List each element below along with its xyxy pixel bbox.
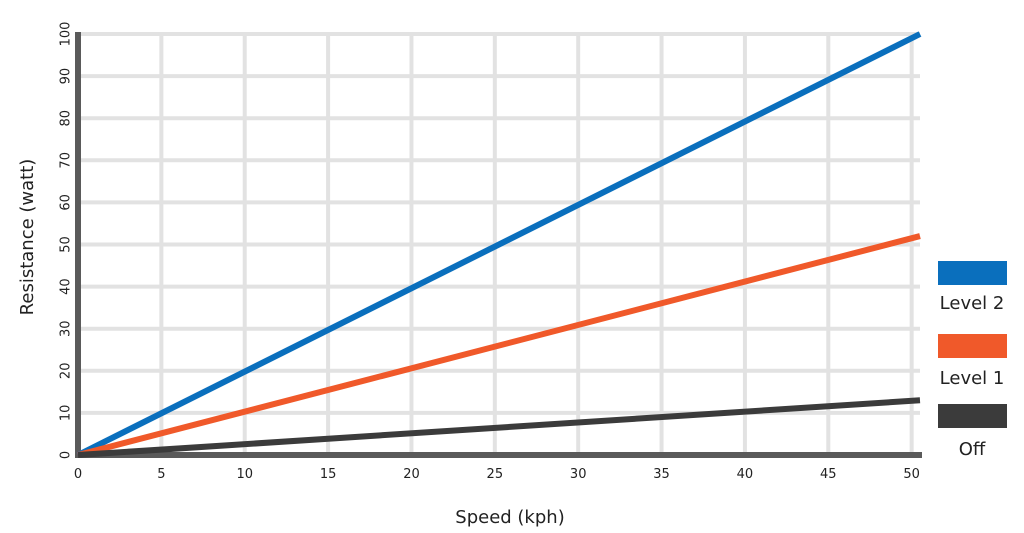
legend-swatch-level-2 <box>938 261 1007 285</box>
x-tick-label: 5 <box>157 467 165 482</box>
x-tick-label: 25 <box>487 467 504 482</box>
y-tick-label: 60 <box>59 194 74 211</box>
x-tick-label: 15 <box>320 467 337 482</box>
x-tick-label: 20 <box>403 467 420 482</box>
y-tick-labels: 0 10 20 30 40 50 60 70 80 90 100 <box>59 22 74 460</box>
grid <box>78 32 920 455</box>
y-tick-label: 90 <box>59 68 74 85</box>
y-tick-label: 50 <box>59 236 74 253</box>
series-line-level-2 <box>76 31 922 458</box>
legend-swatch-level-1 <box>938 334 1007 358</box>
y-axis-title: Resistance (watt) <box>17 159 38 316</box>
legend: Level 2 Level 1 Off <box>938 261 1007 460</box>
x-tick-label: 40 <box>737 467 754 482</box>
y-tick-label: 0 <box>59 451 74 459</box>
x-axis-title: Speed (kph) <box>455 507 564 528</box>
y-tick-label: 10 <box>59 405 74 422</box>
legend-label-level-2: Level 2 <box>940 293 1005 314</box>
legend-swatch-off <box>938 404 1007 428</box>
x-tick-label: 30 <box>570 467 587 482</box>
y-tick-label: 30 <box>59 320 74 337</box>
x-tick-labels: 0 5 10 15 20 25 30 35 40 45 50 <box>74 467 920 482</box>
x-tick-label: 50 <box>903 467 920 482</box>
x-tick-label: 45 <box>820 467 837 482</box>
legend-label-off: Off <box>959 439 986 460</box>
y-tick-label: 20 <box>59 363 74 380</box>
x-tick-label: 35 <box>653 467 670 482</box>
axes <box>75 32 922 458</box>
y-tick-label: 40 <box>59 278 74 295</box>
x-tick-label: 10 <box>236 467 253 482</box>
legend-label-level-1: Level 1 <box>940 368 1005 389</box>
y-tick-label: 100 <box>59 22 74 47</box>
x-tick-label: 0 <box>74 467 82 482</box>
series-line-level-1 <box>77 233 921 458</box>
y-tick-label: 70 <box>59 152 74 169</box>
y-tick-label: 80 <box>59 110 74 127</box>
series-lines <box>76 31 922 458</box>
series-line-off <box>77 397 921 458</box>
